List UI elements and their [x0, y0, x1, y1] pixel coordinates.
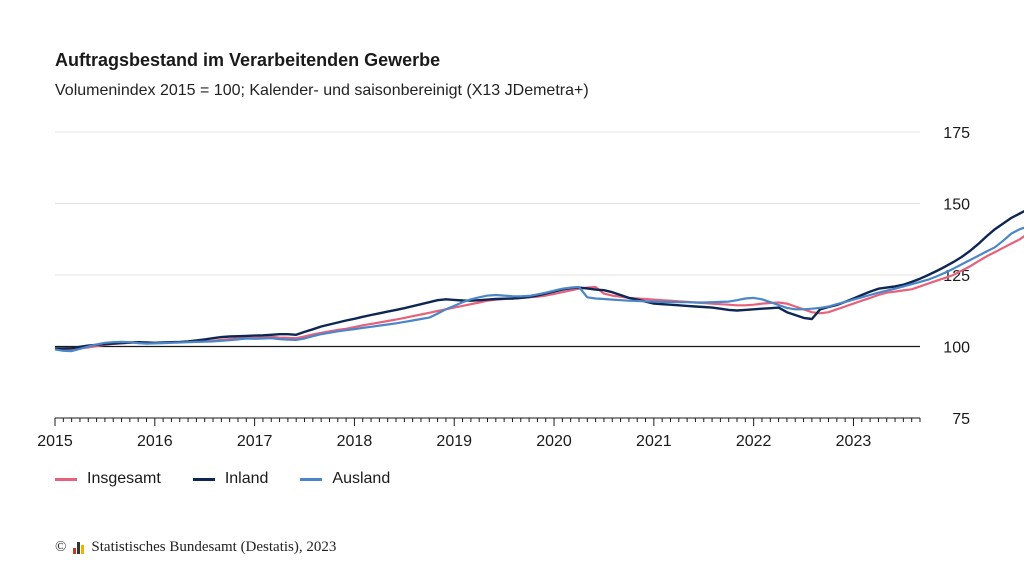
x-tick-label: 2020: [536, 433, 572, 450]
x-tick-label: 2017: [237, 433, 273, 450]
legend-swatch-inland: [192, 477, 215, 481]
source-footer: © Statistisches Bundesamt (Destatis), 20…: [55, 539, 336, 556]
x-tick-label: 2018: [337, 433, 373, 450]
x-tick-label: 2019: [436, 433, 472, 450]
source-text: Statistisches Bundesamt (Destatis), 2023: [91, 539, 337, 555]
chart-title: Auftragsbestand im Verarbeitenden Gewerb…: [55, 50, 441, 70]
legend-item-insgesamt: Insgesamt: [55, 470, 161, 488]
series-line-insgesamt: [54, 235, 1024, 351]
chart-subtitle: Volumenindex 2015 = 100; Kalender- und s…: [55, 82, 589, 99]
legend-label-ausland: Ausland: [332, 470, 391, 487]
series-line-ausland: [54, 226, 1024, 353]
legend: Insgesamt Inland Ausland: [55, 470, 390, 488]
x-tick-label: 2022: [736, 433, 772, 450]
legend-swatch-ausland: [300, 477, 323, 481]
x-tick-label: 2021: [636, 433, 672, 450]
series-line-inland: [55, 209, 1024, 350]
x-tick-label: 2023: [836, 433, 872, 450]
legend-label-inland: Inland: [224, 470, 269, 487]
legend-label-insgesamt: Insgesamt: [87, 470, 161, 487]
y-tick-label: 150: [943, 197, 970, 214]
x-tick-label: 2015: [37, 433, 73, 450]
copyright-symbol: ©: [55, 539, 67, 555]
y-tick-label: 100: [943, 340, 970, 357]
y-tick-label: 175: [943, 125, 970, 142]
destatis-logo-icon: [73, 541, 85, 554]
y-tick-label: 125: [943, 268, 970, 285]
legend-item-ausland: Ausland: [300, 470, 390, 488]
y-tick-label: 75: [952, 411, 970, 428]
legend-swatch-insgesamt: [55, 477, 77, 481]
x-tick-label: 2016: [137, 433, 173, 450]
line-chart: 175 150 125 100 75 2015 2016 2017 2018 2019 2020 20…: [37, 125, 1024, 450]
legend-item-inland: Inland: [192, 470, 269, 488]
